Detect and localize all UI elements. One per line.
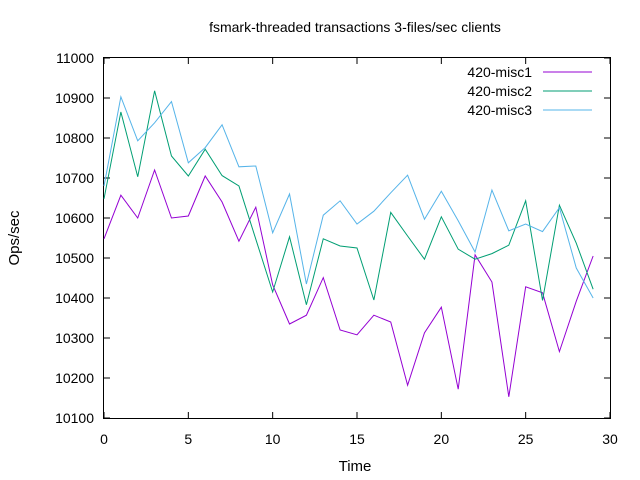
y-tick-label: 10700 — [55, 170, 94, 186]
series-lines — [103, 90, 594, 397]
x-tick-label: 30 — [602, 431, 618, 447]
series-line-420-misc1 — [103, 168, 594, 397]
legend-label: 420-misc2 — [467, 83, 532, 99]
y-axis: 10100 10200 10300 10400 10500 10600 10700 10800… — [55, 50, 610, 426]
series-line-420-misc3 — [103, 94, 594, 299]
y-tick-label: 10300 — [55, 330, 94, 346]
x-tick-label: 20 — [434, 431, 450, 447]
x-axis-label: Time — [339, 458, 372, 475]
x-tick-label: 0 — [100, 431, 108, 447]
x-tick-label: 5 — [184, 431, 192, 447]
y-tick-label: 10500 — [55, 250, 94, 266]
x-tick-label: 25 — [518, 431, 534, 447]
series-line-420-misc2 — [103, 90, 594, 305]
x-axis: 0 5 10 15 20 25 30 — [100, 58, 618, 447]
y-axis-label: Ops/sec — [6, 210, 23, 266]
y-tick-label: 10200 — [55, 370, 94, 386]
legend-label: 420-misc1 — [467, 64, 532, 80]
y-tick-label: 11000 — [56, 50, 94, 66]
x-tick-label: 15 — [349, 431, 365, 447]
x-tick-label: 10 — [265, 431, 281, 447]
legend: 420-misc1 420-misc2 420-misc3 — [467, 64, 592, 118]
y-tick-label: 10800 — [55, 130, 94, 146]
y-tick-label: 10400 — [55, 290, 94, 306]
chart-title: fsmark-threaded transactions 3-files/sec… — [209, 19, 501, 35]
y-tick-label: 10600 — [55, 210, 94, 226]
plot-frame — [103, 57, 611, 419]
legend-label: 420-misc3 — [467, 102, 532, 118]
y-tick-label: 10100 — [55, 410, 94, 426]
y-tick-label: 10900 — [55, 90, 94, 106]
